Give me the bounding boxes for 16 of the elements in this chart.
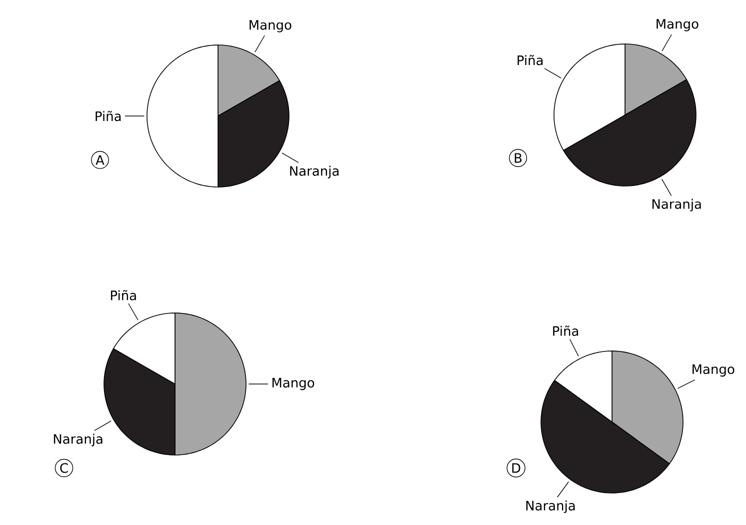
slice-label: Piña xyxy=(553,326,578,336)
text: D xyxy=(512,463,520,473)
slice-label: Mango xyxy=(692,364,734,377)
slice-label: Naranja xyxy=(652,198,701,212)
slice-label: Mango xyxy=(656,19,698,32)
text: C xyxy=(60,463,68,473)
slice-label: Naranja xyxy=(526,500,575,514)
slice-label: Piña xyxy=(518,54,543,66)
slice-label: Naranja xyxy=(54,434,102,446)
text: B xyxy=(514,153,522,163)
text: A xyxy=(96,155,104,165)
slice-label: Mango xyxy=(272,378,314,390)
slice-label: Piña xyxy=(110,290,136,300)
slice-label: Mango xyxy=(250,20,292,32)
slice-label: Naranja xyxy=(290,166,339,178)
slice-label: Piña xyxy=(96,110,121,122)
